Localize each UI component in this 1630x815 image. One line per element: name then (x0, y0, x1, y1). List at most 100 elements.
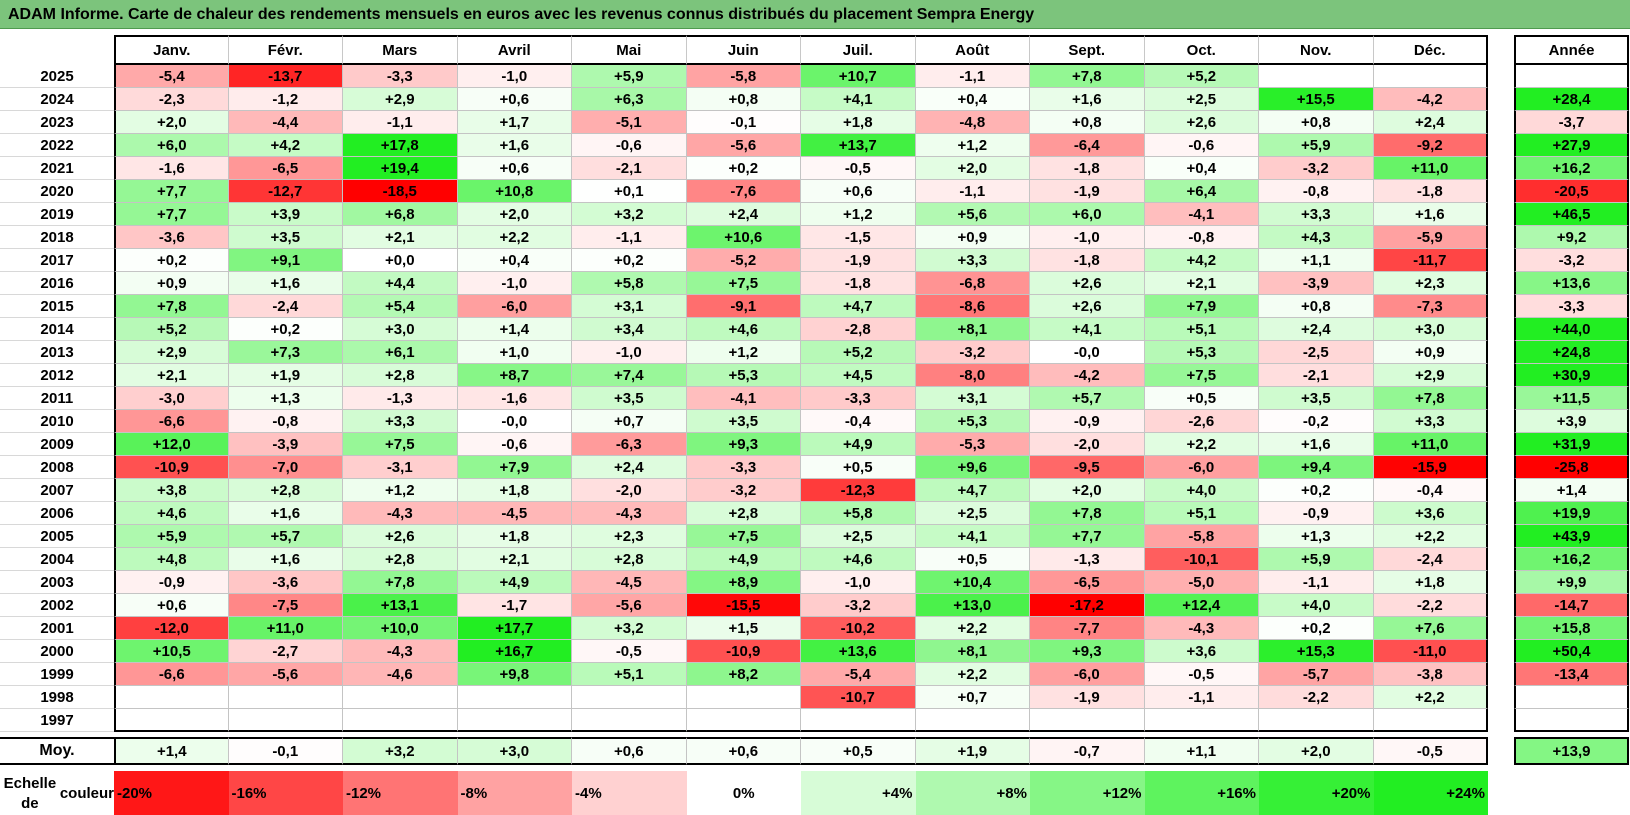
heatmap-cell: +7,7 (1030, 525, 1145, 548)
heatmap-cell: +1,6 (228, 272, 343, 295)
heatmap-cell: -5,8 (686, 65, 801, 88)
heatmap-cell: +3,8 (114, 479, 229, 502)
heatmap-cell: +4,9 (686, 548, 801, 571)
heatmap-cell: -1,8 (1373, 180, 1488, 203)
heatmap-cell: -8,6 (915, 295, 1030, 318)
row-label-year: 2020 (0, 180, 114, 203)
heatmap-cell: +2,9 (114, 341, 229, 364)
annual-cell: +1,4 (1514, 479, 1629, 502)
heatmap-cell: +9,6 (915, 456, 1030, 479)
row-label-year: 2005 (0, 525, 114, 548)
heatmap-cell: +7,8 (1030, 65, 1145, 88)
annual-cell: +11,5 (1514, 387, 1629, 410)
heatmap-cell (801, 709, 916, 732)
row-label-year: 2009 (0, 433, 114, 456)
heatmap-cell: -0,5 (572, 640, 687, 663)
heatmap-cell: +3,1 (915, 387, 1030, 410)
heatmap-cell: +4,1 (801, 88, 916, 111)
heatmap-cell (1259, 709, 1374, 732)
heatmap-cell: -6,5 (1030, 571, 1145, 594)
color-scale-swatch: +4% (801, 771, 916, 815)
heatmap-cell: -0,8 (1259, 180, 1374, 203)
heatmap-cell: -1,9 (801, 249, 916, 272)
heatmap-cell: -5,2 (686, 249, 801, 272)
color-scale-swatch: +16% (1144, 771, 1259, 815)
annual-cell: +46,5 (1514, 203, 1629, 226)
heatmap-cell: -6,3 (572, 433, 687, 456)
heatmap-cell: -10,1 (1144, 548, 1259, 571)
heatmap-cell: +0,8 (1259, 295, 1374, 318)
heatmap-cell: +7,9 (457, 456, 572, 479)
heatmap-cell: -3,1 (343, 456, 458, 479)
heatmap-cell: -2,1 (572, 157, 687, 180)
heatmap-cell: +2,6 (343, 525, 458, 548)
heatmap-cell: +5,1 (1144, 502, 1259, 525)
heatmap-cell: +3,0 (1373, 318, 1488, 341)
heatmap-cell: +0,2 (686, 157, 801, 180)
heatmap-cell: -0,8 (1144, 226, 1259, 249)
heatmap-cell: +6,0 (114, 134, 229, 157)
annual-cell: +28,4 (1514, 88, 1629, 111)
heatmap-cell: +1,2 (915, 134, 1030, 157)
heatmap-cell (686, 686, 801, 709)
annual-cell: -13,4 (1514, 663, 1629, 686)
heatmap-cell: -2,8 (801, 318, 916, 341)
heatmap-cell (1030, 709, 1145, 732)
heatmap-cell: +7,5 (343, 433, 458, 456)
heatmap-cell: -7,3 (1373, 295, 1488, 318)
column-gap (1488, 640, 1514, 663)
heatmap-cell: -5,6 (686, 134, 801, 157)
heatmap-cell: -4,6 (343, 663, 458, 686)
annual-cell: +19,9 (1514, 502, 1629, 525)
heatmap-cell: -0,8 (228, 410, 343, 433)
heatmap-cell: -1,9 (1030, 686, 1145, 709)
heatmap-cell: +1,6 (1259, 433, 1374, 456)
heatmap-cell: -3,2 (801, 594, 916, 617)
heatmap-cell: +1,5 (686, 617, 801, 640)
heatmap-cell: -1,7 (457, 594, 572, 617)
heatmap-cell: +0,2 (228, 318, 343, 341)
heatmap-cell: +0,2 (1259, 479, 1374, 502)
heatmap-cell: -0,5 (1144, 663, 1259, 686)
heatmap-cell: +2,2 (1373, 686, 1488, 709)
heatmap-cell: +4,2 (1144, 249, 1259, 272)
heatmap-cell: +2,4 (686, 203, 801, 226)
heatmap-cell: +6,0 (1030, 203, 1145, 226)
heatmap-cell: +3,3 (1373, 410, 1488, 433)
heatmap-cell: +9,8 (457, 663, 572, 686)
heatmap-cell: -7,0 (228, 456, 343, 479)
row-label-year: 2021 (0, 157, 114, 180)
heatmap-cell: +2,0 (1030, 479, 1145, 502)
heatmap-cell: +2,8 (228, 479, 343, 502)
row-label-year: 2016 (0, 272, 114, 295)
heatmap-cell: -5,7 (1259, 663, 1374, 686)
heatmap-cell: +12,0 (114, 433, 229, 456)
row-label-year: 1998 (0, 686, 114, 709)
heatmap-cell: +0,8 (1259, 111, 1374, 134)
heatmap-cell: +2,8 (572, 548, 687, 571)
heatmap-cell: +2,5 (801, 525, 916, 548)
heatmap-cell: -0,5 (801, 157, 916, 180)
heatmap-cell: +2,2 (1144, 433, 1259, 456)
heatmap-cell: +2,8 (686, 502, 801, 525)
heatmap-cell: -0,0 (1030, 341, 1145, 364)
row-label-year: 2006 (0, 502, 114, 525)
heatmap-cell: +8,1 (915, 640, 1030, 663)
heatmap-cell: +0,6 (457, 157, 572, 180)
annual-cell: +27,9 (1514, 134, 1629, 157)
heatmap-cell: -1,0 (801, 571, 916, 594)
heatmap-cell: +0,4 (457, 249, 572, 272)
column-gap (1488, 571, 1514, 594)
chart-title: ADAM Informe. Carte de chaleur des rende… (0, 0, 1630, 29)
heatmap-cell: +19,4 (343, 157, 458, 180)
column-gap (1488, 456, 1514, 479)
row-label-year: 2013 (0, 341, 114, 364)
heatmap-cell: -0,9 (1259, 502, 1374, 525)
column-header: Avril (457, 35, 572, 65)
annual-cell: +24,8 (1514, 341, 1629, 364)
column-header: Nov. (1259, 35, 1374, 65)
heatmap-cell: -4,8 (915, 111, 1030, 134)
heatmap-cell: -0,1 (686, 111, 801, 134)
row-label-year: 2018 (0, 226, 114, 249)
heatmap-cell: +4,6 (114, 502, 229, 525)
